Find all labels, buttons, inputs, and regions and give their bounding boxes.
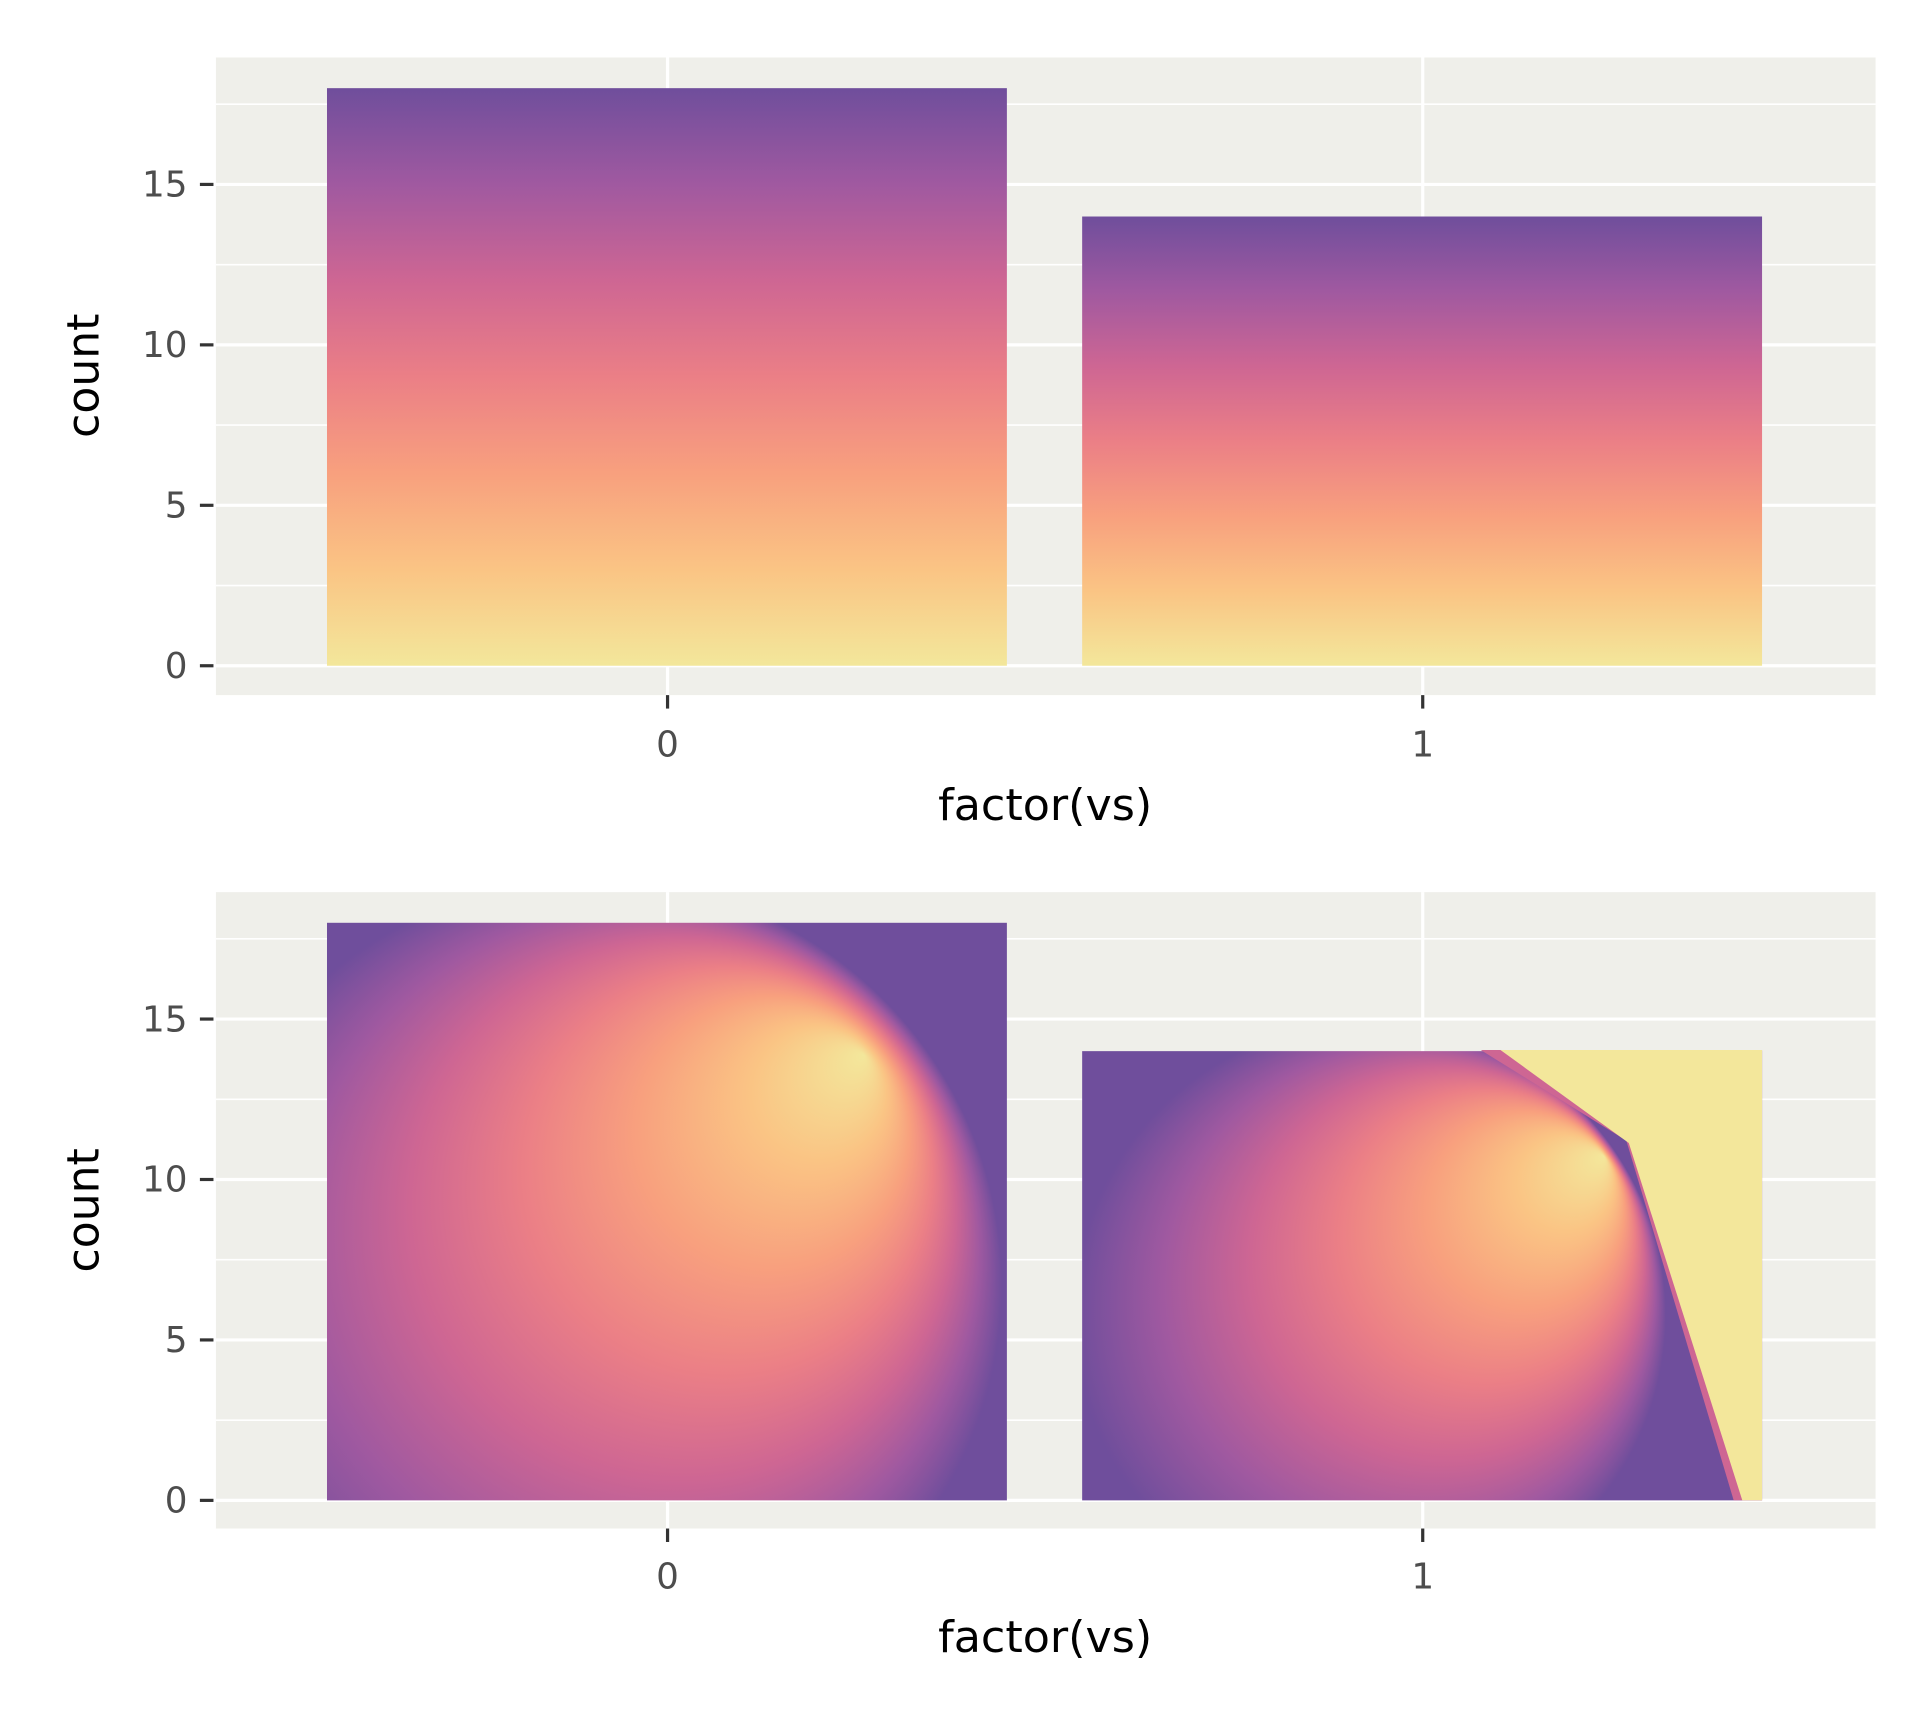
y-tick-label: 15 [142,165,188,206]
bar-1-gradient-overflow [1480,1050,1763,1501]
bar-0 [326,922,1007,1501]
bar-1 [1082,216,1763,666]
x-tick-label-1-top: 1 [1411,724,1434,765]
y-axis-title-top: count [59,314,110,438]
x-tick-label-0-top: 0 [656,724,679,765]
bottom-panel: 0 5 10 15 [142,892,1876,1542]
x-axis-title-bottom: factor(vs) [938,1612,1152,1663]
y-axis-title-bottom: count [59,1148,110,1272]
y-tick-label: 5 [165,486,188,527]
top-panel: 0 5 10 15 [142,57,1876,709]
bar-0 [326,88,1007,666]
gradient-pad-region [1500,1050,1763,1501]
y-tick-label: 0 [165,646,188,687]
x-tick-label-1-bottom: 1 [1411,1557,1434,1598]
x-tick-label-0-bottom: 0 [656,1557,679,1598]
y-tick-label: 10 [142,325,188,366]
y-tick-label: 5 [165,1320,188,1361]
y-tick-label: 0 [165,1481,188,1522]
y-tick-label: 10 [142,1160,188,1201]
x-axis-title-top: factor(vs) [938,780,1152,831]
y-tick-label: 15 [142,999,188,1040]
